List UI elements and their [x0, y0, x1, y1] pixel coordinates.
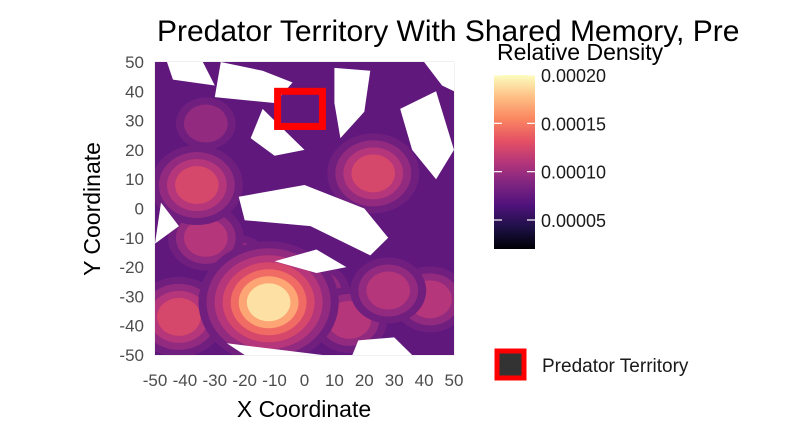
y-tick-label: 40 — [125, 82, 144, 101]
y-tick-label: -40 — [119, 317, 144, 336]
density-contour — [183, 218, 228, 257]
low-density-void — [226, 343, 323, 355]
y-tick-labels: 50 40 30 20 10 0 -10 -20 -30 -40 -50 — [119, 53, 144, 365]
colorbar-ticks: 0.00020 0.00015 0.00010 0.00005 — [494, 66, 606, 231]
y-tick-label: 0 — [135, 200, 144, 219]
density-field — [155, 62, 454, 355]
y-tick-label: 10 — [125, 170, 144, 189]
y-tick-label: -10 — [119, 229, 144, 248]
low-density-void — [424, 62, 454, 92]
x-tick-label: -10 — [262, 371, 287, 390]
y-tick-label: -20 — [119, 258, 144, 277]
colorbar-tick-label: 0.00010 — [541, 163, 606, 183]
x-tick-label: -50 — [143, 371, 168, 390]
y-tick-label: -50 — [119, 346, 144, 365]
density-contour — [157, 297, 201, 336]
x-tick-label: 10 — [325, 371, 344, 390]
colorbar-tick-label: 0.00005 — [541, 211, 606, 231]
plot-panel — [154, 61, 455, 356]
territory-legend-label: Predator Territory — [542, 356, 689, 377]
colorbar-gradient — [494, 75, 535, 249]
x-tick-label: 0 — [300, 371, 309, 390]
x-tick-label: -20 — [232, 371, 257, 390]
x-tick-label: -30 — [203, 371, 228, 390]
colorbar-tick-label: 0.00020 — [541, 66, 606, 86]
x-tick-labels: -50 -40 -30 -20 -10 0 10 20 30 40 50 — [143, 371, 464, 390]
low-density-void — [214, 62, 293, 104]
territory-legend-key — [494, 348, 527, 381]
density-voids — [155, 62, 454, 355]
low-density-void — [334, 67, 371, 139]
chart-title: Predator Territory With Shared Memory, P… — [157, 15, 739, 48]
y-tick-label: 20 — [125, 141, 144, 160]
x-tick-label: 20 — [355, 371, 374, 390]
y-axis-title: Y Coordinate — [79, 142, 105, 276]
density-contour — [246, 283, 291, 322]
low-density-void — [166, 62, 215, 86]
low-density-void — [250, 108, 305, 156]
density-contour — [175, 166, 219, 205]
y-tick-label: -30 — [119, 287, 144, 306]
colorbar-tick-label: 0.00015 — [541, 114, 606, 134]
low-density-void — [238, 185, 389, 256]
x-tick-label: 30 — [385, 371, 404, 390]
y-tick-label: 50 — [125, 53, 144, 72]
low-density-void — [400, 91, 454, 180]
low-density-void — [274, 249, 347, 273]
density-contour — [351, 154, 396, 193]
territory-legend: Predator Territory — [494, 348, 689, 381]
x-tick-label: 40 — [415, 371, 434, 390]
y-tick-label: 30 — [125, 112, 144, 131]
low-density-void — [155, 202, 179, 244]
colorbar-legend: Relative Density 0.000200.000150.000100.… — [494, 39, 664, 249]
x-axis-title: X Coordinate — [237, 396, 371, 422]
predator-territory-box — [274, 87, 326, 130]
low-density-void — [352, 337, 413, 355]
colorbar-title: Relative Density — [497, 39, 664, 65]
density-contour — [183, 104, 228, 143]
x-tick-label: -40 — [173, 371, 198, 390]
x-tick-label: 50 — [445, 371, 464, 390]
density-contour — [366, 271, 411, 310]
